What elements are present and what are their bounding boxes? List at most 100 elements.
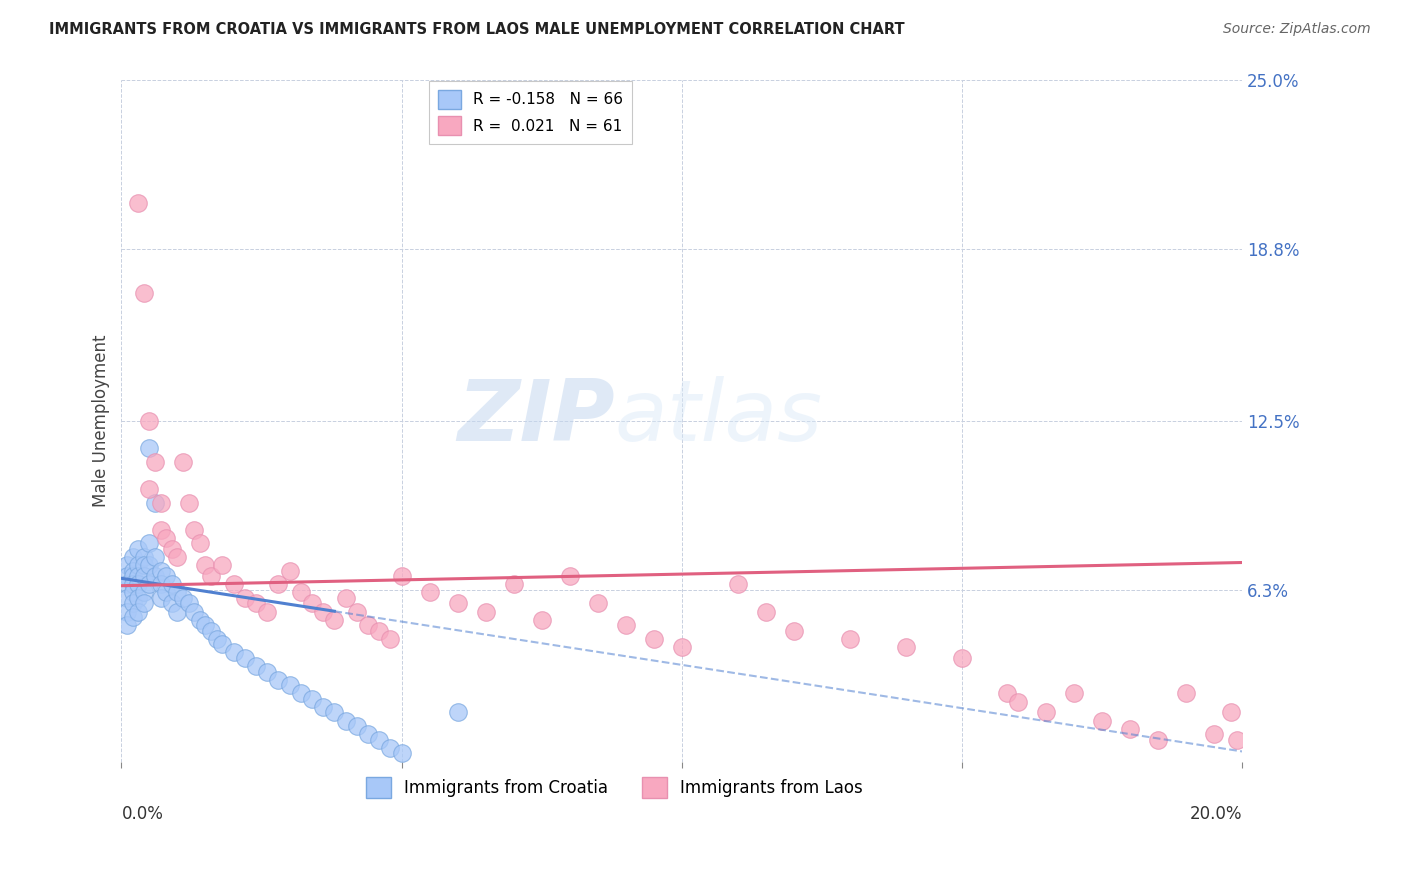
Point [160,577,183,591]
Point [143,569,166,583]
Point [267,577,290,591]
Point [474,605,496,619]
Point [323,706,346,720]
Point [278,678,301,692]
Point [323,613,346,627]
Point [160,541,183,556]
Point [643,632,665,646]
Point [132,558,155,573]
Point [127,577,149,591]
Point [290,585,312,599]
Point [127,558,149,573]
Point [200,624,222,638]
Legend: Immigrants from Croatia, Immigrants from Laos: Immigrants from Croatia, Immigrants from… [360,771,869,805]
Point [419,585,441,599]
Point [160,596,183,610]
Point [132,550,155,565]
Point [177,495,200,509]
Point [115,558,138,573]
Point [166,550,188,565]
Point [138,558,160,573]
Point [121,564,143,578]
Point [1204,727,1226,741]
Point [138,577,160,591]
Point [357,618,380,632]
Point [1225,732,1247,747]
Point [783,624,806,638]
Point [995,686,1018,700]
Point [245,659,267,673]
Point [115,569,138,583]
Point [172,591,194,605]
Point [194,618,217,632]
Point [149,577,172,591]
Point [177,596,200,610]
Point [1147,732,1170,747]
Point [166,605,188,619]
Point [727,577,749,591]
Point [671,640,693,654]
Point [194,558,217,573]
Point [1063,686,1085,700]
Point [233,591,256,605]
Point [1119,722,1142,736]
Point [312,700,335,714]
Point [614,618,637,632]
Point [143,495,166,509]
Point [368,732,391,747]
Point [233,651,256,665]
Point [155,585,177,599]
Point [755,605,778,619]
Point [138,536,160,550]
Point [301,691,323,706]
Point [211,637,233,651]
Point [335,714,357,728]
Point [138,441,160,455]
Point [121,585,143,599]
Point [222,577,245,591]
Point [183,523,205,537]
Point [446,596,468,610]
Point [121,610,143,624]
Point [132,585,155,599]
Point [838,632,860,646]
Point [894,640,917,654]
Point [301,596,323,610]
Point [127,591,149,605]
Point [290,686,312,700]
Point [278,564,301,578]
Point [530,613,553,627]
Point [1007,694,1029,708]
Point [149,523,172,537]
Point [138,414,160,428]
Point [121,596,143,610]
Point [586,596,609,610]
Point [380,632,402,646]
Point [149,495,172,509]
Point [121,577,143,591]
Point [115,577,138,591]
Point [200,569,222,583]
Point [138,482,160,496]
Point [183,605,205,619]
Text: Source: ZipAtlas.com: Source: ZipAtlas.com [1223,22,1371,37]
Point [391,569,413,583]
Point [121,569,143,583]
Point [312,605,335,619]
Point [1091,714,1114,728]
Point [391,747,413,761]
Text: 20.0%: 20.0% [1189,805,1241,823]
Point [205,632,228,646]
Point [155,531,177,545]
Point [188,613,211,627]
Point [368,624,391,638]
Point [115,618,138,632]
Point [172,455,194,469]
Point [1035,706,1057,720]
Point [127,605,149,619]
Text: 0.0%: 0.0% [121,805,163,823]
Point [256,605,278,619]
Point [188,536,211,550]
Y-axis label: Male Unemployment: Male Unemployment [93,334,110,507]
Point [166,585,188,599]
